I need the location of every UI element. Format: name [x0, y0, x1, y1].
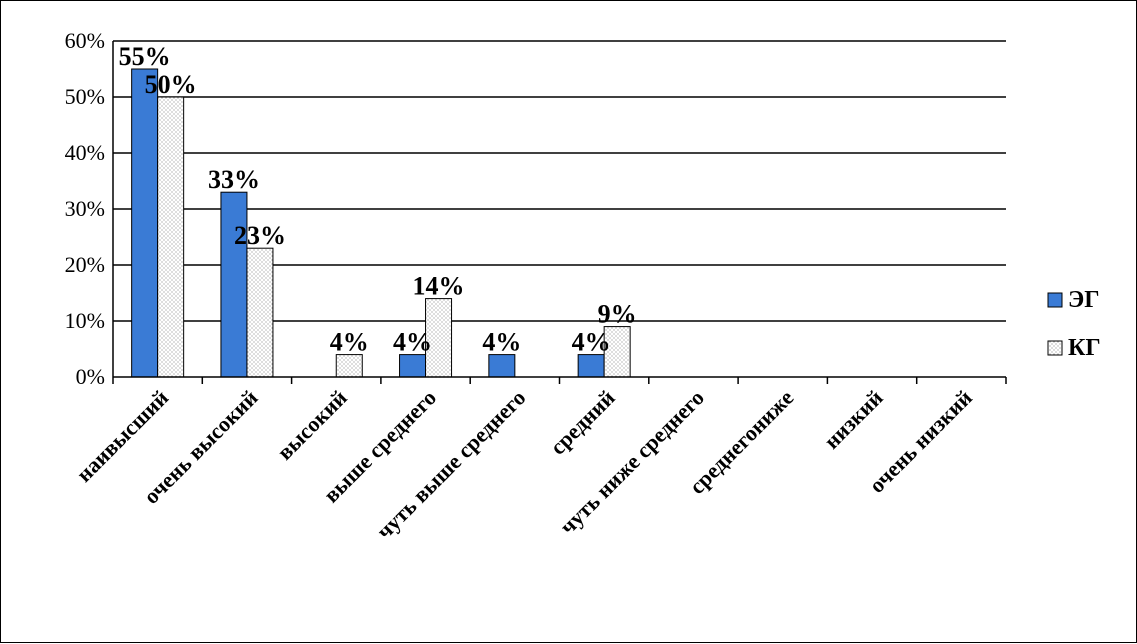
bar-eg — [399, 354, 427, 378]
y-tick-label: 10% — [65, 308, 105, 333]
legend-swatch — [1047, 340, 1063, 356]
x-category-label: низкий — [819, 385, 888, 454]
data-label: 55% — [119, 42, 171, 71]
bar-eg — [488, 354, 516, 378]
bar-kg — [603, 326, 631, 378]
bar-kg — [157, 96, 185, 378]
data-label: 33% — [208, 165, 260, 194]
y-tick-label: 20% — [65, 252, 105, 277]
legend-swatch — [1047, 292, 1063, 308]
y-tick-label: 0% — [76, 364, 105, 389]
y-tick-label: 60% — [65, 28, 105, 53]
bars — [131, 68, 631, 378]
y-tick-label: 50% — [65, 84, 105, 109]
data-label: 4% — [393, 328, 432, 357]
axes: 0% 10% 20% 30% 40% 50% 60% — [65, 28, 1007, 389]
data-label: 23% — [234, 221, 286, 250]
bar-eg — [131, 68, 159, 378]
bar-kg — [246, 247, 274, 378]
data-label: 50% — [145, 70, 197, 99]
x-category-label: средний — [545, 385, 620, 460]
legend: ЭГ КГ — [1047, 287, 1101, 361]
bar-kg — [335, 354, 363, 378]
data-label: 4% — [330, 328, 369, 357]
data-label: 4% — [572, 328, 611, 357]
legend-label: КГ — [1068, 335, 1101, 361]
x-category-label: чуть выше среднего — [371, 385, 530, 544]
bar-eg — [577, 354, 605, 378]
data-label: 14% — [413, 272, 465, 301]
x-category-label: высокий — [272, 385, 352, 465]
bar-eg — [220, 191, 248, 378]
legend-label: ЭГ — [1068, 287, 1100, 313]
y-tick-label: 40% — [65, 140, 105, 165]
y-tick-label: 30% — [65, 196, 105, 221]
data-label: 9% — [598, 300, 637, 329]
data-label: 4% — [482, 328, 521, 357]
